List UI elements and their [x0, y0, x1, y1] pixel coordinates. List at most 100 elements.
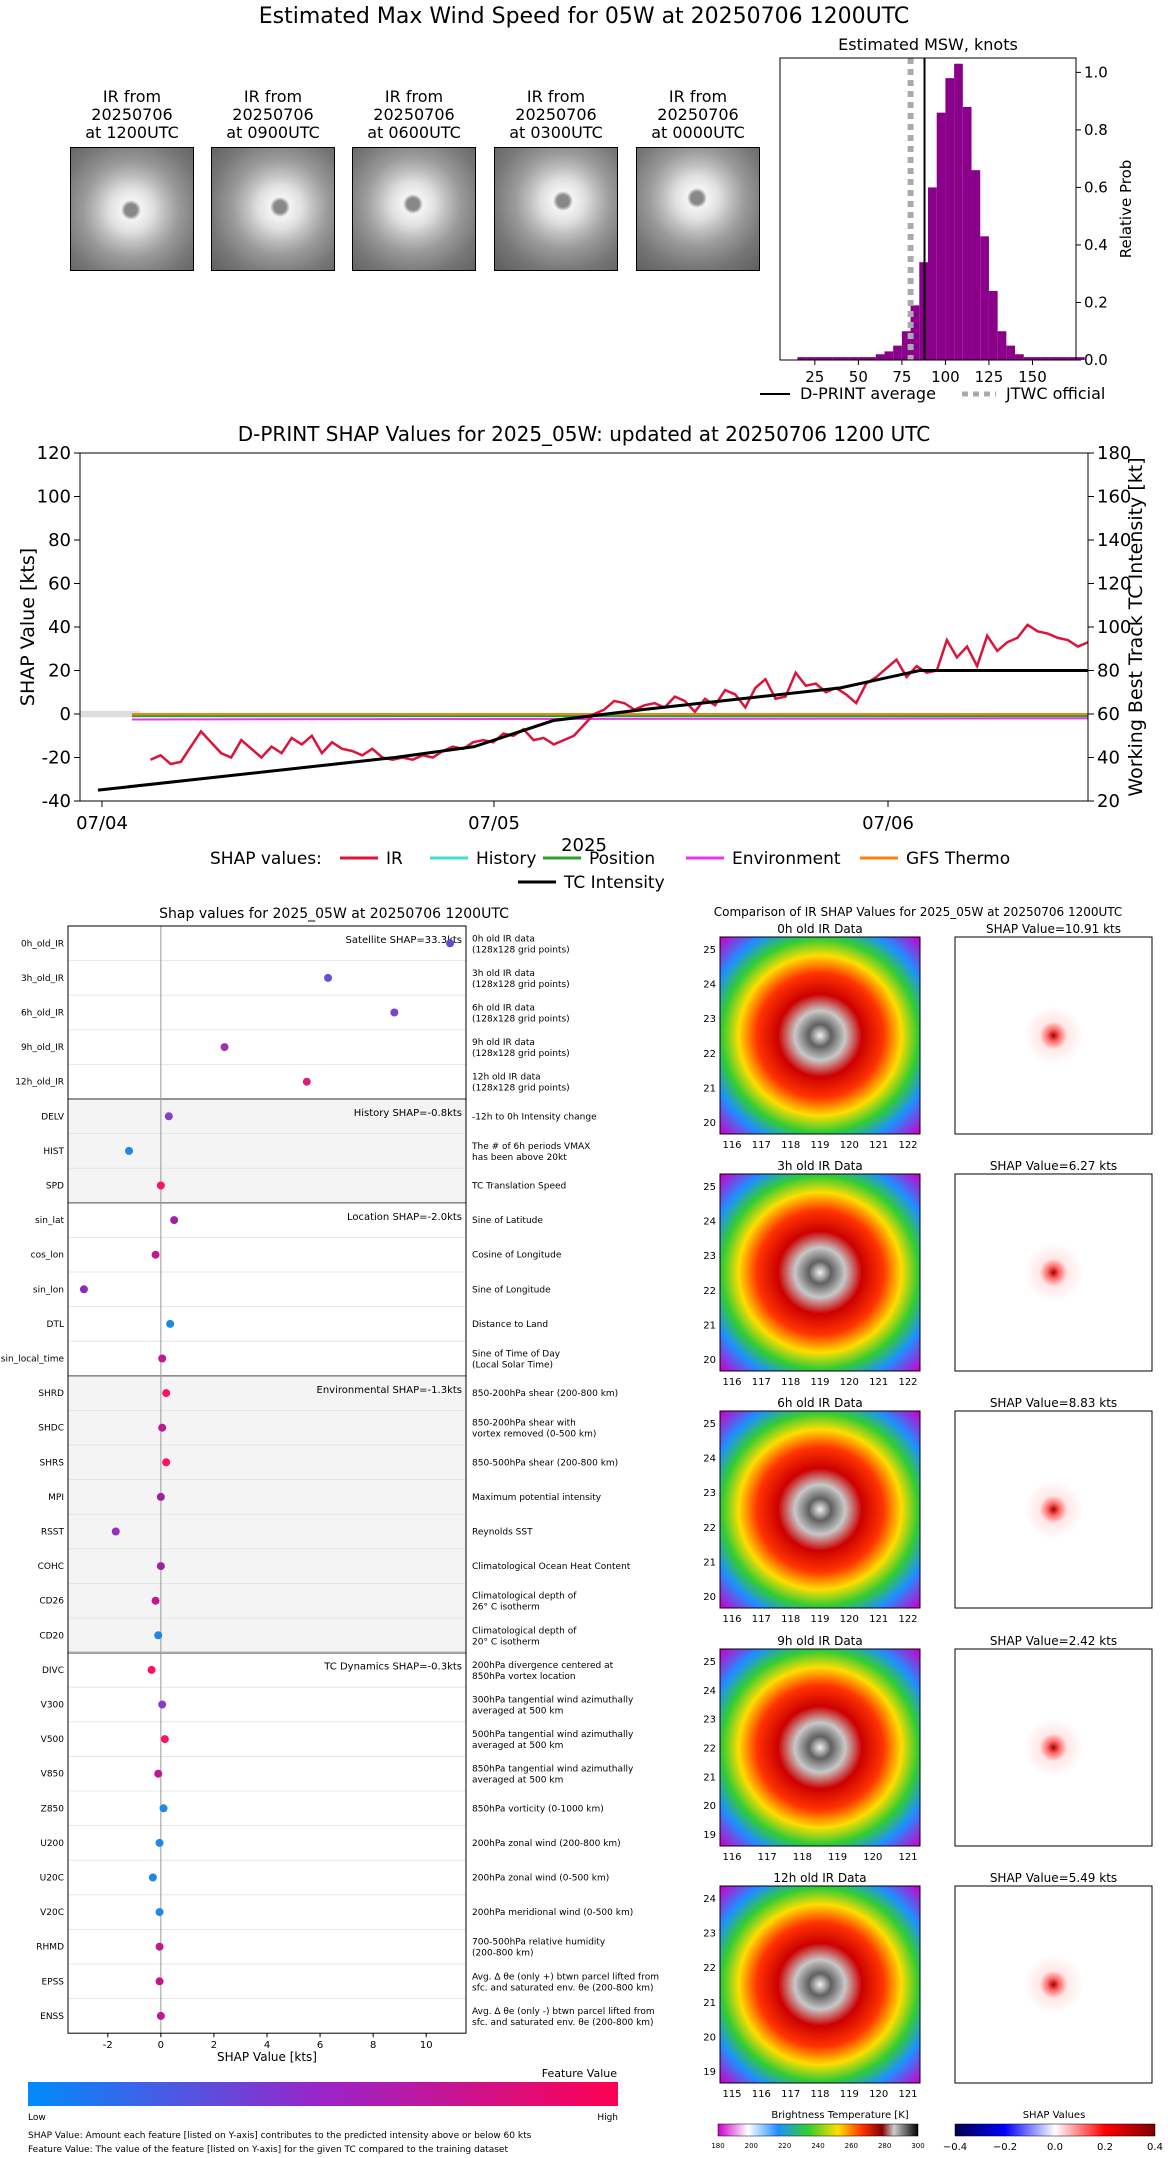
- ir-y-tick-label: 20: [703, 2032, 716, 2043]
- feature-name: SHRD: [38, 1389, 64, 1399]
- feature-name: SHDC: [38, 1424, 64, 1434]
- ir-y-tick-label: 25: [703, 945, 716, 956]
- feature-name: V850: [41, 1770, 65, 1780]
- right-y-tick-label: 140: [1097, 530, 1131, 551]
- feature-shap-dot: [302, 1077, 311, 1086]
- ir-x-tick-label: 119: [810, 1140, 829, 1151]
- feature-name: DELV: [41, 1112, 65, 1122]
- ir-y-tick-label: 24: [703, 1686, 716, 1697]
- feature-name: ENSS: [40, 2012, 64, 2022]
- ir-y-tick-label: 20: [703, 1801, 716, 1812]
- ir-x-tick-label: 115: [722, 2089, 741, 2100]
- x-tick-label: -2: [103, 2040, 113, 2051]
- y-axis-label: Relative Prob: [1117, 160, 1135, 259]
- bt-tick-label: 180: [711, 2142, 724, 2150]
- thumbnail-label-line: 20250706: [657, 105, 739, 124]
- histogram-bar: [840, 357, 850, 360]
- ir-x-tick-label: 118: [810, 2089, 829, 2100]
- legend-label: TC Intensity: [563, 873, 665, 893]
- feature-name: EPSS: [41, 1977, 64, 1987]
- group-shap-label: TC Dynamics SHAP=-0.3kts: [323, 1662, 462, 1673]
- legend-title: SHAP values:: [210, 849, 322, 869]
- feature-name: sin_lon: [33, 1285, 64, 1295]
- ir-y-tick-label: 21: [703, 1772, 716, 1783]
- x-axis-label: SHAP Value [kts]: [217, 2050, 317, 2064]
- feature-shap-dot: [220, 1043, 229, 1052]
- ir-y-tick-label: 23: [703, 1929, 716, 1940]
- x-tick-label: 07/05: [468, 813, 520, 834]
- ir-x-tick-label: 120: [840, 1614, 859, 1625]
- feature-description: 3h old IR data: [472, 969, 535, 979]
- ir-y-tick-label: 20: [703, 1118, 716, 1129]
- feature-name: U200: [40, 1839, 64, 1849]
- x-tick-label: 4: [264, 2040, 270, 2051]
- feature-description: sfc. and saturated env. θe (200-800 km): [472, 1983, 654, 1993]
- feature-name: DIVC: [42, 1666, 64, 1676]
- histogram-bar: [1006, 345, 1016, 360]
- feature-name: DTL: [47, 1320, 64, 1330]
- thumbnail-label-line: at 0900UTC: [226, 123, 320, 142]
- ir-y-tick-label: 22: [703, 1049, 716, 1060]
- feature-description: 850hPa vorticity (0-1000 km): [472, 1804, 604, 1814]
- x-tick-label: 75: [892, 368, 911, 386]
- histogram-bar: [1041, 357, 1050, 360]
- shap-panel-image: [954, 1410, 1153, 1609]
- ir-x-tick-label: 117: [758, 1852, 777, 1863]
- feature-description: Climatological depth of: [472, 1626, 577, 1636]
- legend-label: GFS Thermo: [906, 849, 1010, 869]
- series-line-environment: [131, 717, 1089, 721]
- ir-panel-image: [719, 1173, 921, 1372]
- thumbnail-label: IR from 20250706 at 0600UTC: [344, 88, 484, 142]
- feature-description: Distance to Land: [472, 1320, 548, 1330]
- ir-x-tick-label: 116: [722, 1852, 741, 1863]
- feature-shap-chart: Shap values for 2025_05W at 20250706 120…: [1, 906, 659, 2155]
- feature-description: (128x128 grid points): [472, 980, 570, 990]
- feature-description: sfc. and saturated env. θe (200-800 km): [472, 2018, 654, 2028]
- bt-tick-label: 260: [845, 2142, 858, 2150]
- feature-shap-dot: [324, 973, 333, 982]
- ir-x-tick-label: 118: [781, 1377, 800, 1388]
- histogram-bar: [901, 331, 911, 360]
- feature-description: averaged at 500 km: [472, 1741, 563, 1751]
- ir-y-tick-label: 21: [703, 1998, 716, 2009]
- ir-y-tick-label: 23: [703, 1488, 716, 1499]
- legend-dprint-label: D-PRINT average: [800, 384, 936, 403]
- group-shap-label: History SHAP=-0.8kts: [354, 1108, 462, 1119]
- thumbnail-label-line: IR from: [526, 87, 586, 106]
- feature-description: 26° C isotherm: [472, 1603, 540, 1613]
- feature-name: sin_lat: [35, 1216, 64, 1226]
- feature-description: vortex removed (0-500 km): [472, 1430, 596, 1440]
- feature-shap-dot: [162, 1458, 171, 1467]
- thumbnail-label: IR from 20250706 at 0300UTC: [486, 88, 626, 142]
- ir-panel-title: 6h old IR Data: [777, 1396, 863, 1410]
- ir-y-tick-label: 22: [703, 1744, 716, 1755]
- histogram-bar: [962, 106, 972, 361]
- feature-shap-dot: [79, 1285, 88, 1294]
- x-tick-label: 50: [849, 368, 868, 386]
- thumbnail-label-line: at 0000UTC: [651, 123, 745, 142]
- x-tick-label: 125: [975, 368, 1004, 386]
- histogram-bar: [823, 357, 833, 360]
- x-tick-label: 07/04: [76, 813, 128, 834]
- timeseries-frame: [79, 452, 1089, 802]
- histogram-bar: [954, 63, 963, 360]
- right-y-tick-label: 180: [1097, 443, 1131, 464]
- thumbnail-label-line: IR from: [102, 87, 162, 106]
- x-tick-label: 0: [158, 2040, 164, 2051]
- thumbnail-label-line: IR from: [384, 87, 444, 106]
- histogram-bar: [980, 236, 989, 360]
- feature-description: Sine of Time of Day: [472, 1350, 561, 1360]
- y-tick-label: 0.2: [1084, 293, 1108, 311]
- bt-tick-label: 220: [778, 2142, 791, 2150]
- feature-shap-dot: [155, 1838, 164, 1847]
- x-axis-label: 2025: [561, 835, 607, 856]
- histogram-bar: [832, 357, 841, 360]
- feature-shap-dot: [154, 1631, 163, 1640]
- feature-description: Avg. Δ θe (only +) btwn parcel lifted fr…: [472, 1972, 659, 1982]
- ir-y-tick-label: 21: [703, 1083, 716, 1094]
- histogram-bar: [936, 112, 946, 361]
- feature-description: Avg. Δ θe (only -) btwn parcel lifted fr…: [472, 2007, 655, 2017]
- feature-name: 12h_old_IR: [15, 1078, 64, 1088]
- ir-x-tick-label: 118: [793, 1852, 812, 1863]
- timeseries-title: D-PRINT SHAP Values for 2025_05W: update…: [238, 422, 930, 446]
